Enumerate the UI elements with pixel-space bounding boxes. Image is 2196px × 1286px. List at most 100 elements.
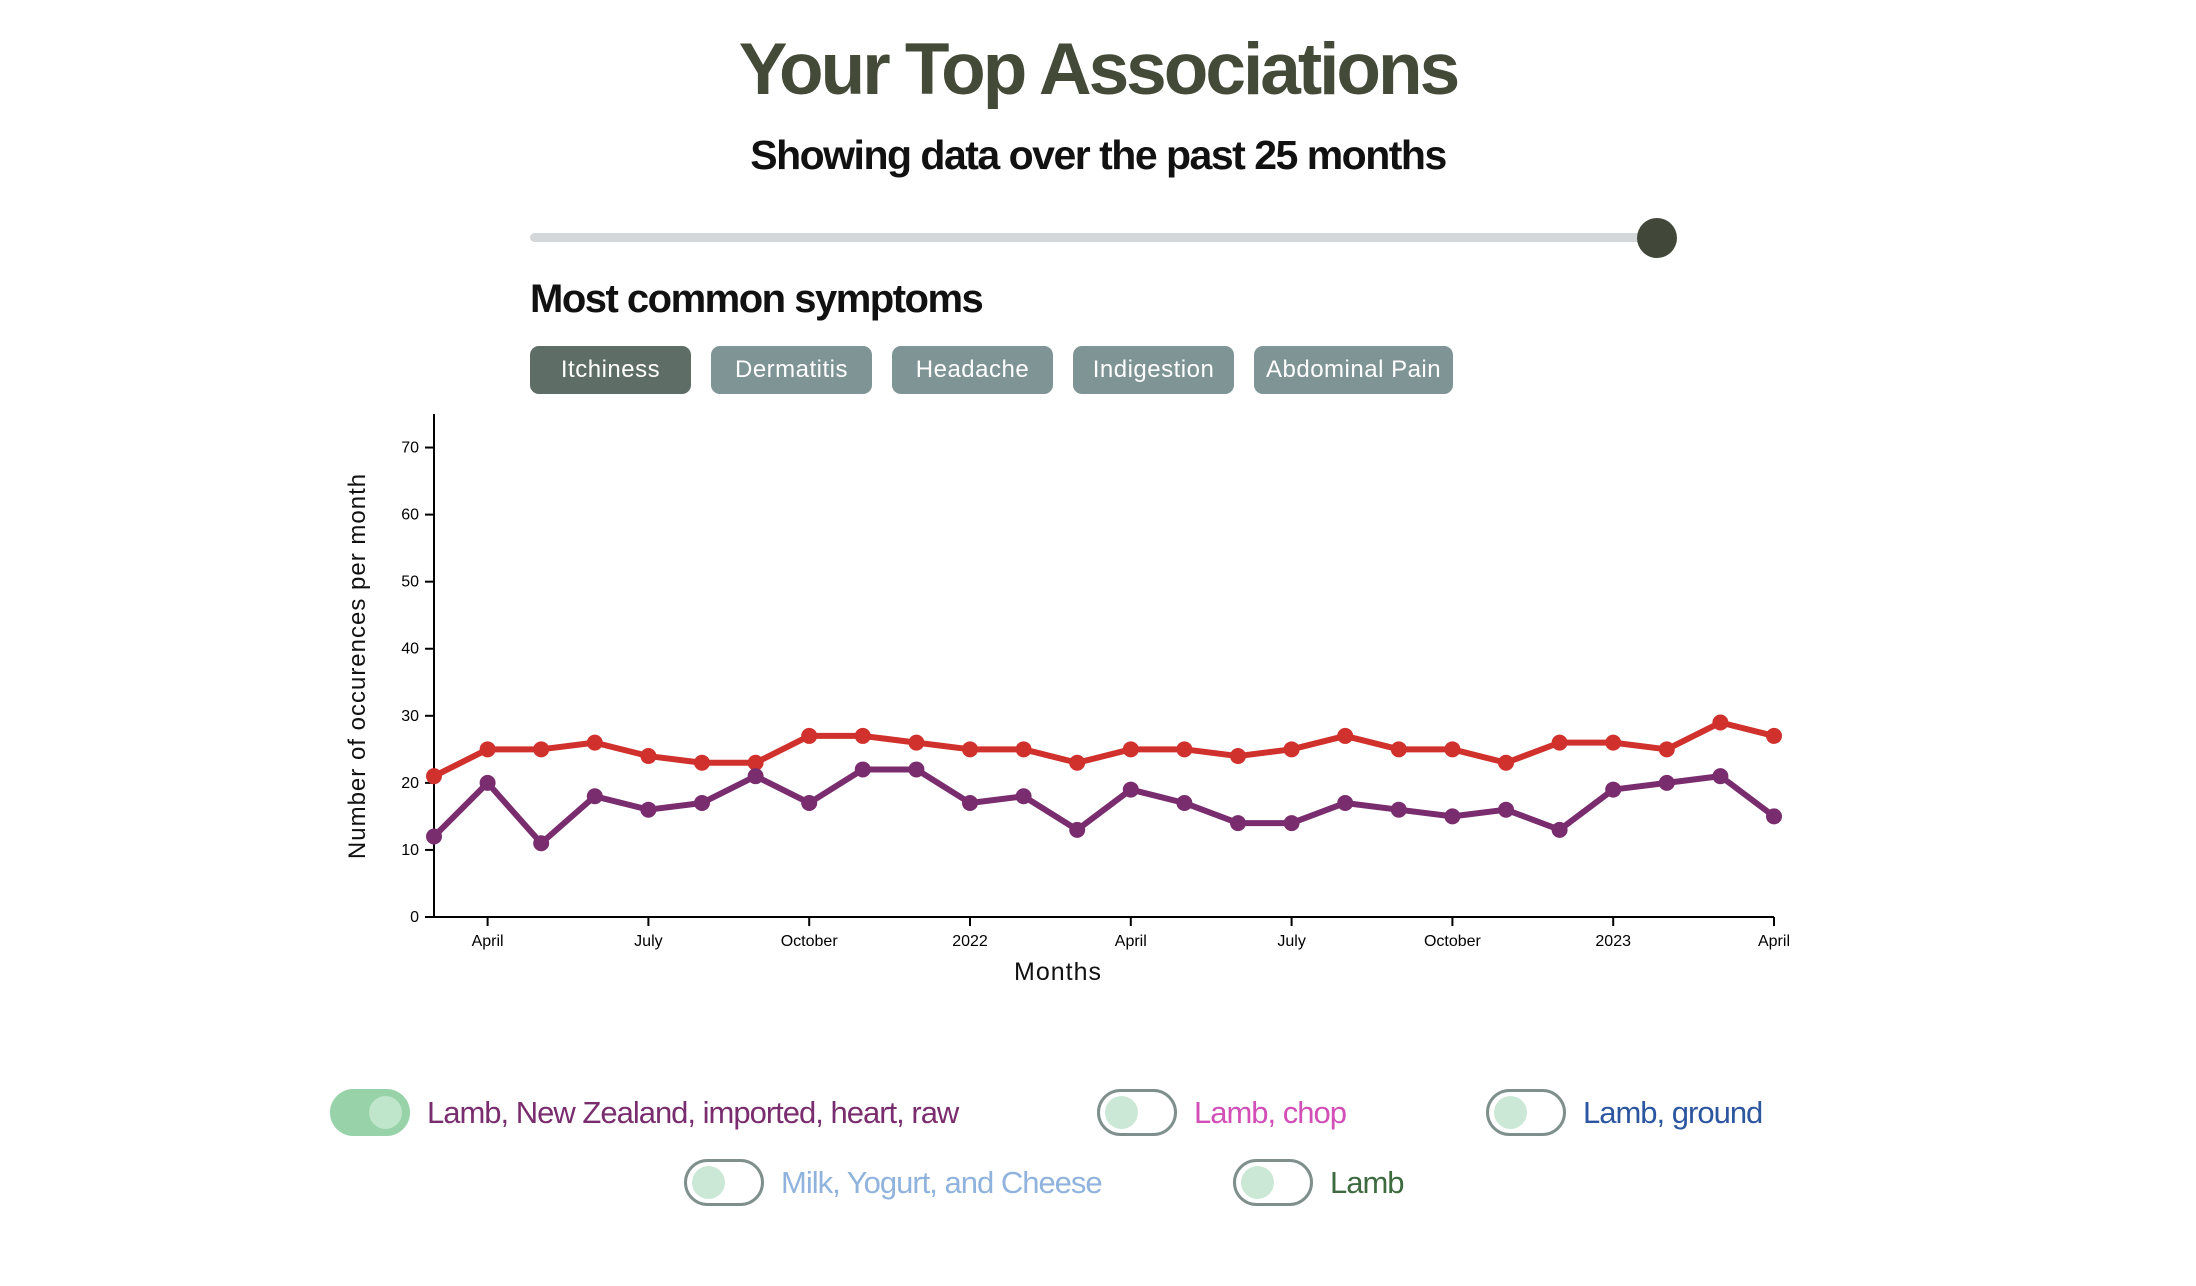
toggle-knob [692, 1166, 725, 1199]
data-point [908, 734, 925, 751]
food-toggle-item: Lamb [1233, 1159, 1405, 1206]
food-toggle-label: Lamb, chop [1194, 1094, 1347, 1130]
data-point [1712, 768, 1729, 785]
data-point [1390, 801, 1407, 818]
food-toggle-item: Lamb, New Zealand, imported, heart, raw [330, 1089, 959, 1136]
toggle-knob [1105, 1096, 1138, 1129]
data-point [801, 794, 818, 811]
data-point [1498, 801, 1514, 818]
data-point [1283, 815, 1300, 832]
data-point [1712, 714, 1729, 731]
x-tick-label: 2022 [952, 933, 988, 950]
data-point [1230, 748, 1246, 765]
data-point [1069, 754, 1086, 771]
time-range-slider-thumb[interactable] [1637, 218, 1677, 258]
food-toggle-item: Lamb, ground [1486, 1089, 1763, 1136]
symptom-headache-button[interactable]: Headache [892, 346, 1053, 394]
symptom-abdominal-pain-button[interactable]: Abdominal Pain [1254, 346, 1454, 394]
data-point [1015, 741, 1032, 758]
x-axis-label: Months [1014, 958, 1102, 986]
data-point [1658, 774, 1675, 791]
food-toggle-switch[interactable] [1097, 1089, 1177, 1136]
data-point [586, 734, 603, 751]
data-point [1551, 821, 1568, 838]
toggle-knob [1494, 1096, 1527, 1129]
data-point [854, 727, 871, 744]
data-point [854, 761, 871, 778]
food-toggle-item: Milk, Yogurt, and Cheese [684, 1159, 1103, 1206]
food-toggle-label: Lamb [1330, 1164, 1405, 1200]
toggle-knob [369, 1096, 402, 1129]
data-point [801, 727, 818, 744]
food-toggle-label: Milk, Yogurt, and Cheese [781, 1164, 1103, 1200]
data-point [1766, 808, 1782, 825]
data-point [1069, 821, 1086, 838]
series-line [431, 719, 1777, 780]
toggle-knob [1241, 1166, 1274, 1199]
data-point [640, 801, 657, 818]
data-point [1015, 788, 1032, 805]
x-tick-label: July [1277, 933, 1305, 950]
data-point [426, 828, 442, 845]
page-subtitle: Showing data over the past 25 months [750, 132, 1447, 178]
data-point [1551, 734, 1568, 751]
data-point [1444, 808, 1461, 825]
data-point [962, 794, 978, 811]
food-toggle-switch[interactable] [684, 1159, 764, 1206]
data-point [1337, 794, 1354, 811]
data-point [694, 794, 710, 811]
data-point [1390, 741, 1407, 758]
y-tick-label: 10 [401, 842, 419, 859]
data-point [962, 741, 978, 758]
data-point [1122, 781, 1139, 798]
y-tick-label: 50 [401, 574, 419, 591]
x-tick-label: October [1424, 933, 1482, 950]
data-point [533, 741, 550, 758]
symptom-indigestion-button[interactable]: Indigestion [1073, 346, 1234, 394]
food-toggle-switch[interactable] [330, 1089, 410, 1136]
data-point [533, 835, 550, 852]
x-tick-label: April [472, 933, 504, 950]
data-point [747, 754, 764, 771]
page-title: Your Top Associations [738, 29, 1460, 110]
food-toggle-switch[interactable] [1486, 1089, 1566, 1136]
y-axis-label: Number of occurences per month [344, 472, 371, 860]
data-point [640, 748, 657, 765]
data-point [1122, 741, 1139, 758]
series-line [431, 766, 1777, 847]
data-point [694, 754, 710, 771]
data-point [1498, 754, 1514, 771]
data-point [586, 788, 603, 805]
x-tick-label: July [634, 933, 662, 950]
symptom-itchiness-button[interactable]: Itchiness [530, 346, 691, 394]
data-point [1337, 727, 1354, 744]
data-point [1658, 741, 1675, 758]
data-point [1605, 781, 1622, 798]
y-tick-label: 0 [410, 909, 419, 926]
x-tick-label: 2023 [1595, 933, 1631, 950]
data-point [1176, 741, 1193, 758]
symptom-dermatitis-button[interactable]: Dermatitis [711, 346, 872, 394]
symptoms-title: Most common symptoms [530, 277, 984, 321]
x-tick-label: April [1758, 933, 1790, 950]
y-tick-label: 30 [401, 708, 419, 725]
data-point [426, 768, 442, 785]
data-point [1766, 727, 1782, 744]
time-range-slider-track[interactable] [530, 233, 1670, 242]
data-point [479, 741, 496, 758]
y-tick-label: 60 [401, 507, 419, 524]
data-point [479, 774, 496, 791]
data-point [1283, 741, 1300, 758]
food-toggle-switch[interactable] [1233, 1159, 1313, 1206]
x-tick-label: October [781, 933, 839, 950]
y-tick-label: 20 [401, 775, 419, 792]
data-point [1230, 815, 1246, 832]
y-tick-label: 40 [401, 641, 419, 658]
symptom-filter-group: Itchiness Dermatitis Headache Indigestio… [530, 346, 1454, 394]
x-tick-label: April [1115, 933, 1147, 950]
data-point [1605, 734, 1622, 751]
data-point [908, 761, 925, 778]
food-toggle-label: Lamb, ground [1583, 1094, 1763, 1130]
food-toggle-label: Lamb, New Zealand, imported, heart, raw [427, 1094, 959, 1130]
